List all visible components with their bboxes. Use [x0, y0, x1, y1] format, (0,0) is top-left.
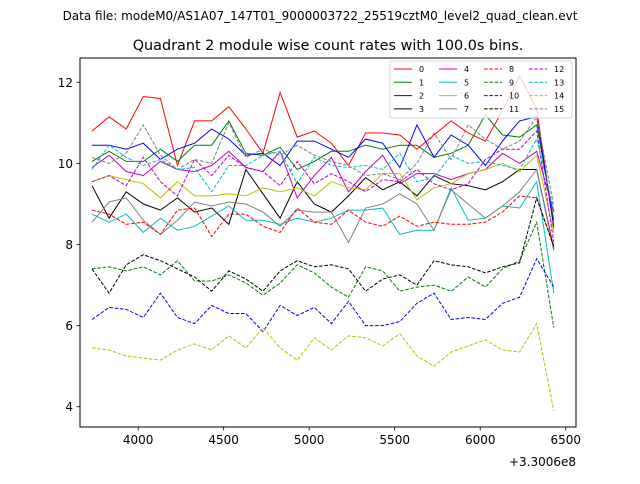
series-lines: [91, 75, 555, 411]
x-axis: 4000 4500 5000 5500 6000 6500: [123, 427, 581, 447]
legend-label-8: 8: [509, 65, 514, 74]
legend-label-7: 7: [464, 105, 469, 114]
legend-label-15: 15: [554, 105, 564, 114]
y-tick-label: 8: [65, 238, 73, 252]
y-tick-label: 4: [65, 400, 73, 414]
legend-label-9: 9: [509, 78, 514, 87]
series-line-12: [91, 129, 555, 243]
series-line-13: [91, 137, 555, 211]
x-tick-label: 5000: [294, 433, 325, 447]
plot-frame: [79, 57, 577, 428]
legend-label-13: 13: [554, 78, 564, 87]
legend-label-12: 12: [554, 65, 564, 74]
x-tick-label: 6500: [550, 433, 581, 447]
x-tick-label: 6000: [465, 433, 496, 447]
series-line-1: [91, 113, 555, 221]
series-line-8: [91, 195, 555, 247]
y-tick-label: 10: [58, 157, 73, 171]
x-tick-label: 4500: [208, 433, 239, 447]
chart-title: Quadrant 2 module wise count rates with …: [133, 38, 524, 54]
y-axis: 4 6 8 10 12: [58, 76, 80, 414]
legend-frame: [389, 60, 573, 119]
x-tick-label: 4000: [123, 433, 154, 447]
x-tick-label: 5500: [379, 433, 410, 447]
series-line-3: [91, 168, 555, 249]
series-line-15: [91, 115, 555, 207]
series-line-2: [92, 116, 555, 227]
legend-label-14: 14: [554, 92, 564, 101]
legend-label-3: 3: [419, 105, 424, 114]
series-line-10: [91, 257, 555, 333]
legend-label-11: 11: [509, 105, 519, 114]
x-offset-label: +3.3006e8: [509, 455, 576, 469]
series-line-5: [91, 180, 555, 294]
legend-label-1: 1: [419, 78, 424, 87]
legend-label-0: 0: [419, 65, 424, 74]
legend-label-10: 10: [509, 92, 519, 101]
series-line-14: [91, 322, 555, 411]
legend-label-5: 5: [464, 78, 469, 87]
series-line-9: [91, 220, 555, 328]
legend-label-6: 6: [464, 92, 469, 101]
series-line-7: [91, 168, 555, 251]
legend-label-4: 4: [464, 65, 469, 74]
y-tick-label: 12: [58, 76, 73, 90]
y-tick-label: 6: [65, 319, 73, 333]
series-line-0: [91, 75, 555, 229]
series-line-6: [91, 154, 555, 233]
legend-label-2: 2: [419, 92, 424, 101]
figure-suptitle: Data file: modeM0/AS1A07_147T01_90000037…: [63, 9, 578, 23]
